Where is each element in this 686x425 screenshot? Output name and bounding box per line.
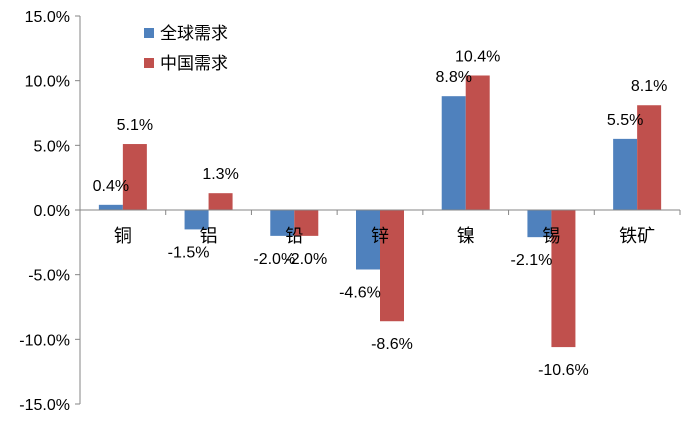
data-label: 0.4% — [93, 178, 129, 195]
bar-china — [208, 193, 233, 210]
y-tick-label: 5.0% — [34, 138, 70, 155]
data-label: -4.6% — [339, 284, 381, 301]
bar-china — [551, 210, 576, 348]
category-label: 铜 — [114, 226, 132, 246]
data-label: 5.5% — [607, 112, 643, 129]
bar-china — [465, 75, 490, 210]
data-label: -2.0% — [285, 251, 327, 268]
bar-global — [356, 210, 380, 270]
category-label: 铁矿 — [619, 226, 655, 246]
bar-china — [637, 105, 662, 210]
bar-global — [270, 210, 295, 236]
y-axis: 15.0% 10.0% 5.0% 0.0% -5.0% -10.0% -15.0% — [19, 9, 81, 414]
category-label: 锡 — [542, 226, 560, 246]
data-labels: 0.4% -1.5% -2.0% -4.6% 8.8% -2.1% 5.5% 5.1% 1.3%… — [93, 48, 668, 379]
category-label: 铝 — [200, 226, 218, 246]
y-tick-label: -10.0% — [19, 332, 70, 349]
bar-global — [184, 210, 209, 230]
data-label: 10.4% — [455, 48, 500, 65]
data-label: -10.6% — [538, 362, 589, 379]
legend-swatch — [144, 28, 154, 38]
y-tick-label: 10.0% — [25, 74, 70, 91]
bar-china — [294, 210, 319, 236]
y-tick-label: -15.0% — [19, 397, 70, 414]
data-label: -8.6% — [371, 336, 413, 353]
data-label: -2.1% — [511, 252, 553, 269]
bar-global — [441, 96, 466, 210]
y-tick-label: -5.0% — [28, 268, 70, 285]
category-label: 锌 — [371, 226, 389, 246]
x-axis: 铜 铝 铅 锌 镍 锡 铁矿 — [80, 209, 681, 246]
category-label: 镍 — [457, 226, 475, 246]
bar-global — [613, 138, 638, 210]
data-label: 8.1% — [631, 78, 667, 95]
bar-china — [122, 144, 147, 210]
bar-china — [380, 210, 404, 322]
data-label: 5.1% — [117, 117, 153, 134]
category-label: 铅 — [285, 226, 303, 246]
legend-label: 全球需求 — [160, 24, 228, 43]
legend-label: 中国需求 — [160, 54, 228, 73]
bar-global — [98, 204, 123, 210]
data-label: -1.5% — [168, 244, 210, 261]
bars — [98, 75, 662, 348]
legend-swatch — [144, 58, 154, 68]
bar-global — [527, 210, 552, 238]
data-label: 8.8% — [435, 69, 471, 86]
y-tick-label: 15.0% — [25, 9, 70, 26]
data-label: 1.3% — [202, 166, 238, 183]
y-tick-label: 0.0% — [34, 203, 70, 220]
data-label: -2.0% — [253, 251, 295, 268]
